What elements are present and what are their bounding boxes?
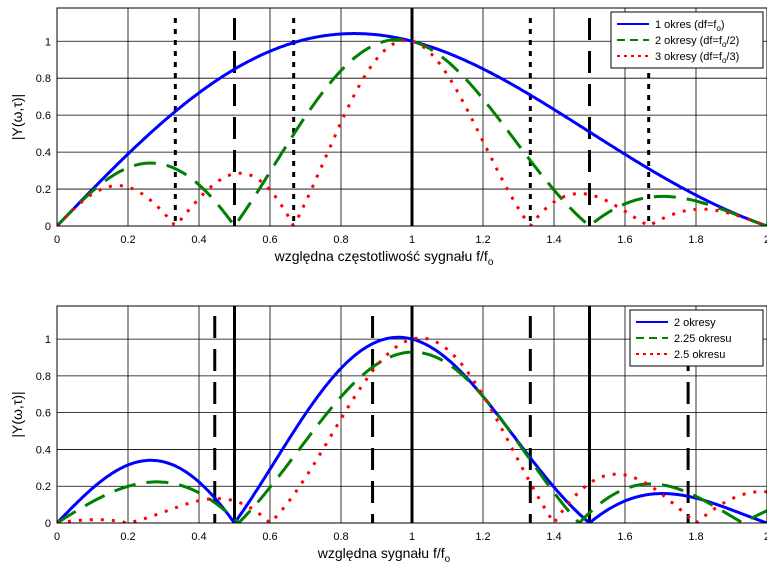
x-tick-label: 0 xyxy=(54,234,60,246)
bottom-chart: 0 0.2 0.4 0.6 0.8 1 1.2 1.4 1.6 1.8 2 0 0.2 0.4 0.6 0.8… xyxy=(9,305,767,563)
y-tick-label: 0.2 xyxy=(36,184,51,196)
legend-label: 2 okresy xyxy=(674,317,716,329)
y-tick-label: 1 xyxy=(45,334,51,346)
series-line xyxy=(57,335,767,523)
x-tick-label: 1 xyxy=(409,234,415,246)
x-tick-label: 0.4 xyxy=(191,234,206,246)
y-axis-label: |Y(ω,τ)| xyxy=(9,94,25,140)
series-line xyxy=(57,336,767,523)
legend-label: 2.5 okresu xyxy=(674,349,725,361)
legend-label: 2.25 okresu xyxy=(674,333,731,345)
x-tick-label: 0.2 xyxy=(120,531,135,543)
y-tick-label: 0.6 xyxy=(36,408,51,420)
y-tick-label: 0.8 xyxy=(36,371,51,383)
x-tick-label: 1.6 xyxy=(617,531,632,543)
y-tick-label: 0.8 xyxy=(36,73,51,85)
x-tick-label: 0.2 xyxy=(120,234,135,246)
legend: 2 okresy 2.25 okresu 2.5 okresu xyxy=(629,309,764,367)
legend: 1 okres (df=fo) 2 okresy (df=fo/2) 3 okres… xyxy=(610,11,764,69)
x-tick-label: 0.8 xyxy=(333,234,348,246)
legend-label: 3 okresy (df=fo/3) xyxy=(655,51,739,65)
y-tick-label: 0.2 xyxy=(36,481,51,493)
axes-box xyxy=(56,305,767,524)
x-axis-label: względna częstotliwość sygnału f/fo xyxy=(274,248,494,268)
y-tick-label: 1 xyxy=(45,36,51,48)
series-line xyxy=(57,32,767,226)
x-tick-label: 1.2 xyxy=(475,234,490,246)
y-axis-label: |Y(ω,τ)| xyxy=(9,391,25,437)
y-tick-label: 0 xyxy=(45,518,51,530)
y-tick-label: 0.4 xyxy=(36,444,51,456)
x-tick-label: 1.4 xyxy=(546,531,561,543)
x-tick-label: 0.6 xyxy=(262,234,277,246)
x-tick-label: 2 xyxy=(764,531,767,543)
x-tick-label: 1.6 xyxy=(617,234,632,246)
x-tick-label: 0.6 xyxy=(262,531,277,543)
legend-label: 2 okresy (df=fo/2) xyxy=(655,35,739,49)
legend-label: 1 okres (df=fo) xyxy=(655,19,725,33)
x-tick-label: 1.4 xyxy=(546,234,561,246)
x-tick-label: 0 xyxy=(54,531,60,543)
series-line xyxy=(57,38,767,226)
x-axis-label: względna sygnału f/fo xyxy=(317,545,451,563)
y-tick-label: 0.6 xyxy=(36,110,51,122)
x-tick-label: 2 xyxy=(764,234,767,246)
x-tick-label: 1.8 xyxy=(688,531,703,543)
y-tick-label: 0.4 xyxy=(36,147,51,159)
x-tick-label: 1.2 xyxy=(475,531,490,543)
axes-box xyxy=(56,7,767,227)
x-tick-label: 0.8 xyxy=(333,531,348,543)
y-tick-label: 0 xyxy=(45,221,51,233)
x-tick-label: 0.4 xyxy=(191,531,206,543)
top-chart: 0 0.2 0.4 0.6 0.8 1 1.2 1.4 1.6 1.8 2 0 0.2 0.4 0.6 0.8… xyxy=(9,7,767,268)
series-line xyxy=(57,350,767,523)
x-tick-label: 1.8 xyxy=(688,234,703,246)
x-tick-label: 1 xyxy=(409,531,415,543)
